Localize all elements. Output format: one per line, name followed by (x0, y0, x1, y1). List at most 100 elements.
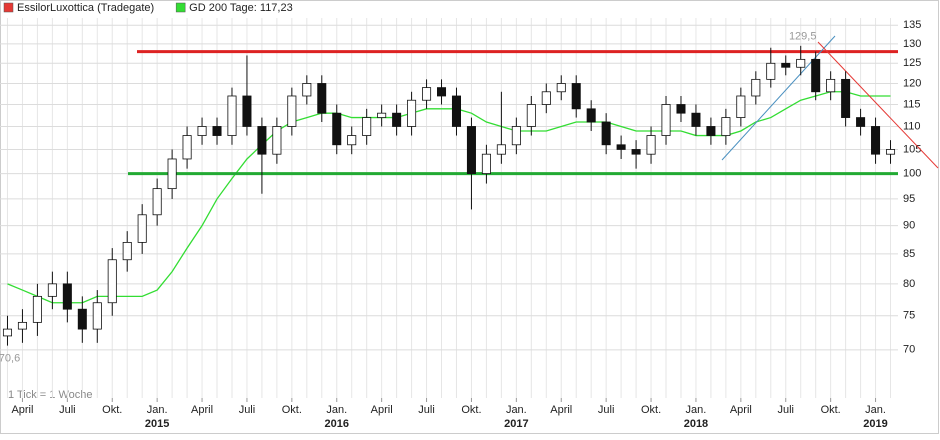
candle-body (287, 95, 297, 127)
candle-body (92, 302, 102, 330)
candle-body (437, 87, 447, 97)
y-tick-label: 130 (903, 38, 921, 50)
year-label: 2019 (863, 418, 887, 430)
candle-body (302, 83, 312, 97)
y-tick-label: 135 (903, 19, 921, 31)
y-tick-label: 110 (903, 120, 921, 132)
candle-body (122, 241, 132, 261)
x-tick-label: Okt. (461, 404, 481, 416)
y-tick-label: 80 (903, 278, 915, 290)
y-tick-label: 75 (903, 310, 915, 322)
y-tick-label: 100 (903, 167, 921, 179)
candle-body (826, 78, 836, 93)
x-tick-label: Jan. (147, 404, 168, 416)
candle-body (481, 153, 491, 174)
candle-body (407, 99, 417, 127)
moving-average-line (7, 91, 891, 304)
x-tick-label: April (550, 404, 572, 416)
y-tick-label: 95 (903, 193, 915, 205)
x-tick-label: Juli (598, 404, 615, 416)
x-tick-label: Juli (418, 404, 435, 416)
candle-body (466, 126, 476, 174)
legend: EssilorLuxottica (Tradegate) GD 200 Tage:… (3, 2, 293, 14)
annotation: 129,5 (789, 31, 817, 43)
candle-body (377, 112, 387, 118)
x-tick-label: Okt. (102, 404, 122, 416)
candle-body (751, 78, 761, 97)
candle-body (676, 104, 686, 114)
year-label: 2015 (145, 418, 169, 430)
candle-body (691, 112, 701, 127)
candle-body (347, 135, 357, 146)
x-tick-label: Jan. (686, 404, 707, 416)
y-tick-label: 125 (903, 57, 921, 69)
x-tick-label: Jan. (326, 404, 347, 416)
legend-label: GD 200 Tage: 117,23 (189, 2, 293, 14)
candle-body (257, 126, 267, 155)
candle-body (541, 91, 551, 105)
candle-body (706, 126, 716, 136)
x-tick-label: Jan. (865, 404, 886, 416)
x-tick-label: April (730, 404, 752, 416)
x-tick-label: Okt. (821, 404, 841, 416)
candle-body (586, 108, 596, 123)
candle-body (451, 95, 461, 127)
candle-body (841, 78, 851, 118)
legend-label: EssilorLuxottica (Tradegate) (17, 2, 154, 14)
legend-swatch (175, 2, 186, 13)
year-label: 2016 (325, 418, 349, 430)
candle-body (32, 295, 42, 323)
candle-body (511, 126, 521, 146)
candle-body (556, 83, 566, 93)
candle-body (796, 58, 806, 68)
x-tick-label: Juli (59, 404, 76, 416)
candle-body (2, 328, 12, 337)
legend-swatch (3, 2, 14, 13)
candle-body (212, 126, 222, 136)
x-tick-label: April (371, 404, 393, 416)
footnote: 1 Tick = 1 Woche (8, 389, 92, 401)
candle-body (182, 135, 192, 160)
candle-body (661, 104, 671, 136)
candle-body (811, 58, 821, 93)
candle-body (17, 321, 27, 330)
x-tick-label: Juli (239, 404, 256, 416)
candle-body (62, 283, 72, 310)
year-label: 2018 (684, 418, 708, 430)
y-tick-label: 85 (903, 248, 915, 260)
x-tick-label: April (191, 404, 213, 416)
x-tick-label: Okt. (282, 404, 302, 416)
candle-body (781, 62, 791, 68)
candle-body (736, 95, 746, 118)
x-tick-label: Juli (777, 404, 794, 416)
candle-body (227, 95, 237, 136)
trend-line (817, 41, 939, 169)
candle-body (242, 95, 252, 127)
candle-body (886, 149, 896, 155)
x-tick-label: Okt. (641, 404, 661, 416)
candle-body (392, 112, 402, 127)
candle-body (856, 117, 866, 127)
candle-body (197, 126, 207, 136)
candle-body (766, 62, 776, 80)
y-tick-label: 90 (903, 220, 915, 232)
candle-body (152, 188, 162, 216)
candle-body (871, 126, 881, 155)
year-label: 2017 (504, 418, 528, 430)
candle-body (332, 112, 342, 146)
candle-body (167, 158, 177, 190)
candle-body (601, 121, 611, 146)
candle-body (137, 214, 147, 243)
candle-body (317, 83, 327, 114)
x-tick-label: Jan. (506, 404, 527, 416)
candle-body (107, 259, 117, 304)
y-tick-label: 105 (903, 143, 921, 155)
y-tick-label: 70 (903, 344, 915, 356)
candle-body (526, 104, 536, 127)
y-tick-label: 115 (903, 98, 921, 110)
candle-body (646, 135, 656, 155)
candle-body (77, 308, 87, 330)
candle-body (47, 283, 57, 297)
candle-body (571, 83, 581, 110)
